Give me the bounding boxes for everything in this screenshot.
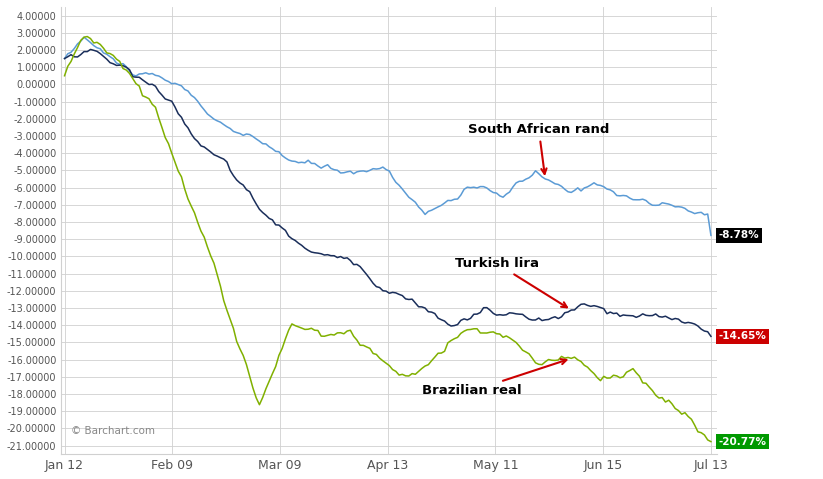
Text: -14.65%: -14.65% [718, 331, 766, 342]
Text: © Barchart.com: © Barchart.com [71, 426, 156, 436]
Text: -20.77%: -20.77% [718, 437, 767, 446]
Text: Brazilian real: Brazilian real [422, 359, 566, 398]
Text: Turkish lira: Turkish lira [455, 257, 567, 308]
Text: South African rand: South African rand [468, 123, 610, 174]
Text: -8.78%: -8.78% [718, 230, 760, 240]
